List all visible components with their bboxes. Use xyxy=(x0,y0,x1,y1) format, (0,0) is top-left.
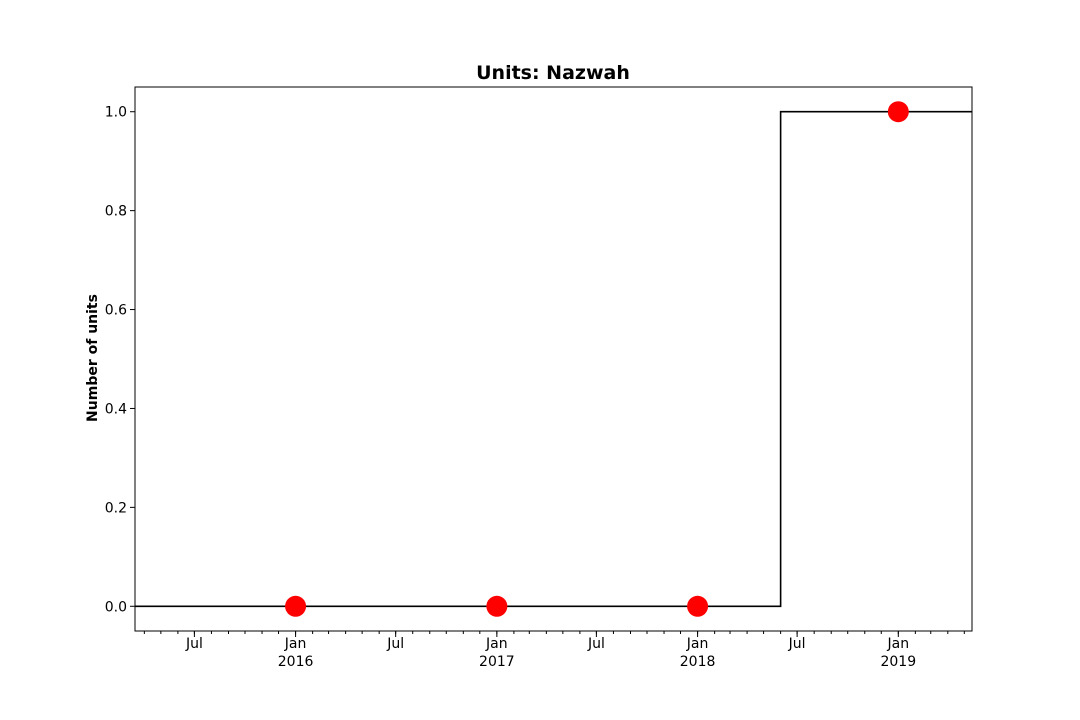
x-tick-label: Jul xyxy=(587,636,605,652)
x-tick-label: Jul xyxy=(185,636,203,652)
x-tick-label: Jan xyxy=(887,636,910,652)
x-tick-label: Jul xyxy=(386,636,404,652)
x-tick-year-label: 2016 xyxy=(278,654,314,670)
step-line xyxy=(135,110,972,608)
x-tick-label: Jul xyxy=(788,636,806,652)
scatter-point xyxy=(687,595,709,617)
plot-area xyxy=(135,101,972,617)
x-tick-label: Jan xyxy=(485,636,508,652)
y-tick-label: 0.0 xyxy=(105,599,127,615)
y-tick-label: 1.0 xyxy=(105,105,127,121)
y-axis-label: Number of units xyxy=(85,294,101,422)
y-tick-label: 0.6 xyxy=(105,303,127,319)
y-tick-label: 0.4 xyxy=(105,401,127,417)
x-tick-year-label: 2019 xyxy=(880,654,916,670)
scatter-point xyxy=(887,101,909,123)
x-tick-label: Jan xyxy=(686,636,709,652)
y-tick-label: 0.8 xyxy=(105,204,127,220)
x-tick-year-label: 2017 xyxy=(479,654,515,670)
x-tick-label: Jan xyxy=(284,636,307,652)
plot-frame xyxy=(134,86,973,632)
chart-title: Units: Nazwah xyxy=(476,62,630,84)
scatter-point xyxy=(285,595,307,617)
scatter-point xyxy=(486,595,508,617)
x-tick-year-label: 2018 xyxy=(680,654,716,670)
y-tick-label: 0.2 xyxy=(105,500,127,516)
